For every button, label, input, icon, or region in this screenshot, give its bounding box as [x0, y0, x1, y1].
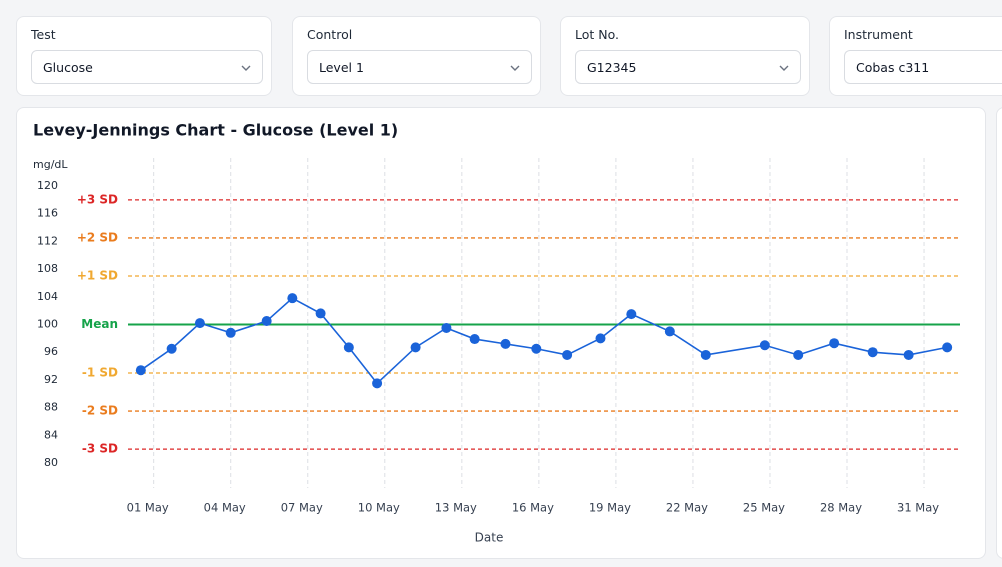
filter-label: Control [307, 27, 353, 42]
filter-card: Instrument Cobas c311 [829, 16, 1002, 96]
y-unit: mg/dL [33, 158, 68, 171]
filter-card: Lot No. G12345 [560, 16, 810, 96]
data-point [135, 365, 146, 376]
control-limit-label: -3 SD [82, 442, 118, 456]
x-tick-label: 31 May [897, 501, 939, 515]
data-point [562, 349, 573, 360]
dropdown[interactable]: G12345 [575, 50, 801, 84]
data-point [315, 308, 326, 319]
dropdown-value: Cobas c311 [856, 60, 930, 75]
data-point [867, 347, 878, 358]
x-tick-label: 19 May [589, 501, 631, 515]
x-tick-label: 25 May [743, 501, 785, 515]
filter-label: Test [31, 27, 56, 42]
data-point [829, 338, 840, 349]
chevron [779, 65, 789, 71]
data-point [287, 293, 298, 304]
x-tick-label: 16 May [512, 501, 554, 515]
y-tick-label: 80 [44, 456, 58, 469]
data-point [531, 343, 542, 354]
data-point [595, 333, 606, 344]
y-tick-label: 100 [37, 318, 58, 331]
control-limit-label: +1 SD [77, 269, 118, 283]
control-limit-label: +2 SD [77, 230, 118, 244]
data-point [903, 349, 914, 360]
y-tick-label: 116 [37, 207, 58, 220]
x-axis-label: Date [475, 531, 504, 545]
data-point [166, 343, 177, 354]
y-tick-label: 84 [44, 428, 58, 441]
dropdown[interactable]: Cobas c311 [844, 50, 1002, 84]
data-point [626, 309, 637, 320]
control-limit-label: -2 SD [82, 404, 118, 418]
data-point [194, 318, 205, 329]
data-point [343, 342, 354, 353]
x-tick-label: 04 May [204, 501, 246, 515]
y-tick-label: 112 [37, 234, 58, 247]
data-point [942, 342, 953, 353]
filter-label: Instrument [844, 27, 913, 42]
data-point [410, 342, 421, 353]
data-point [500, 338, 511, 349]
filter-label: Lot No. [575, 27, 620, 42]
x-tick-label: 22 May [666, 501, 708, 515]
dropdown-value: G12345 [587, 60, 637, 75]
data-point [664, 326, 675, 337]
dropdown[interactable]: Level 1 [307, 50, 532, 84]
x-tick-label: 01 May [127, 501, 169, 515]
data-point [793, 349, 804, 360]
x-tick-label: 07 May [281, 501, 323, 515]
chart-card [16, 107, 986, 559]
x-tick-label: 10 May [358, 501, 400, 515]
x-tick-label: 13 May [435, 501, 477, 515]
data-point [441, 322, 452, 333]
y-tick-label: 108 [37, 262, 58, 275]
chevron [241, 65, 251, 71]
y-tick-label: 104 [37, 290, 58, 303]
filter-card: Control Level 1 [292, 16, 541, 96]
control-limit-label: Mean [81, 317, 118, 331]
data-point [261, 316, 272, 327]
control-limit-label: +3 SD [77, 192, 118, 206]
data-point [469, 334, 480, 345]
y-tick-label: 96 [44, 345, 58, 358]
filter-card: Test Glucose [16, 16, 272, 96]
data-point [372, 378, 383, 389]
series-line [140, 297, 948, 385]
chevron [510, 65, 520, 71]
data-point [700, 349, 711, 360]
dropdown-value: Level 1 [319, 60, 364, 75]
control-limit-label: -1 SD [82, 365, 118, 379]
dropdown-value: Glucose [43, 60, 93, 75]
y-tick-label: 88 [44, 401, 58, 414]
chart-title: Levey-Jennings Chart - Glucose (Level 1) [33, 121, 398, 140]
data-point [225, 327, 236, 338]
data-point [759, 340, 770, 351]
y-tick-label: 120 [37, 179, 58, 192]
y-tick-label: 92 [44, 373, 58, 386]
x-tick-label: 28 May [820, 501, 862, 515]
dropdown[interactable]: Glucose [31, 50, 263, 84]
